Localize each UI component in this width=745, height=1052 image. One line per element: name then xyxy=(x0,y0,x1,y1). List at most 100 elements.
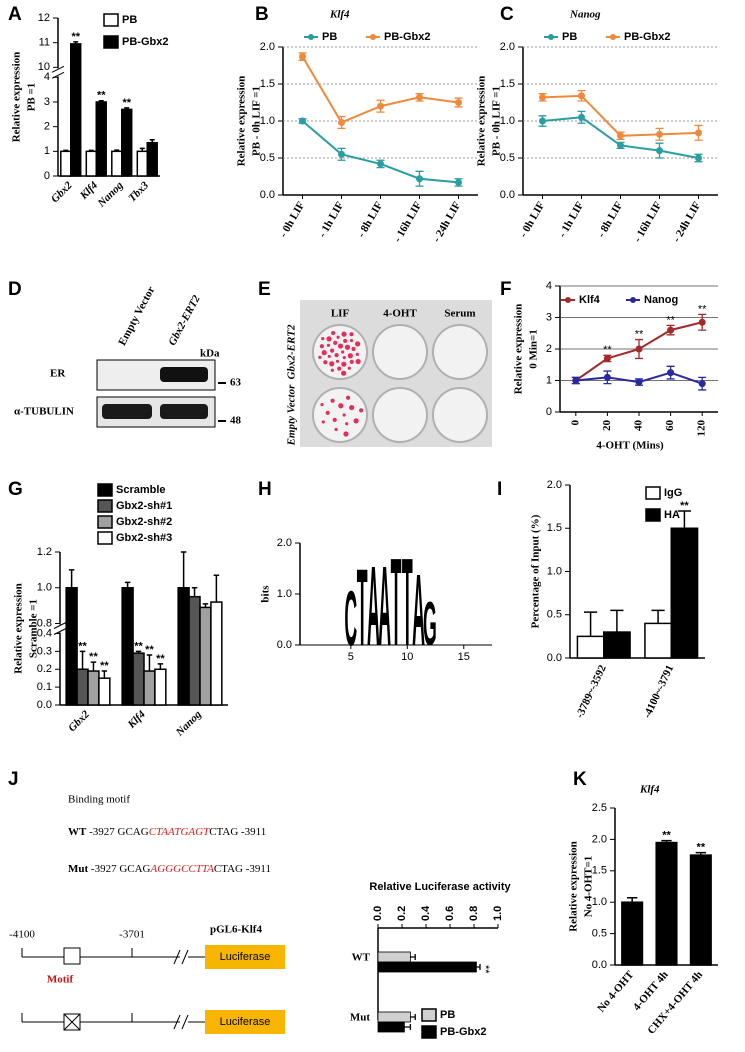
error-bar xyxy=(135,650,142,654)
y-tick-label: 0 xyxy=(546,406,552,418)
colony xyxy=(342,356,346,360)
well xyxy=(432,324,488,380)
y-axis-label: Relative expression xyxy=(476,76,488,167)
band xyxy=(160,367,208,382)
motif-core: AGGGCCTTA xyxy=(150,863,215,875)
colony xyxy=(341,370,347,376)
colony xyxy=(349,404,355,411)
x-tick-label: 0.0 xyxy=(372,906,384,921)
legend-swatch xyxy=(548,34,554,40)
logo-letter: C xyxy=(344,575,357,662)
significance-label: ** xyxy=(145,644,154,656)
point xyxy=(377,160,384,168)
bar xyxy=(143,670,156,706)
logo-letter: A xyxy=(367,544,380,670)
bar xyxy=(621,901,644,966)
bar xyxy=(377,961,477,973)
point xyxy=(416,93,423,101)
bar xyxy=(98,677,111,706)
error-bar xyxy=(90,661,97,672)
x-tick-label: - 0h LIF xyxy=(517,200,547,240)
panel-label: D xyxy=(8,279,22,300)
motif-core: CTAATGAGT xyxy=(149,826,210,838)
point xyxy=(603,373,611,381)
y-axis-label: PB - 0h LIF =1 xyxy=(491,86,503,156)
construct xyxy=(21,945,285,1034)
logo-letter: T xyxy=(357,546,368,669)
point xyxy=(539,93,546,101)
bar xyxy=(655,841,678,966)
error-bar xyxy=(98,100,104,102)
x-tick-label: - 1h LIF xyxy=(316,200,346,240)
motif-end: CTAG -3911 xyxy=(214,863,271,875)
significance-label: ** xyxy=(635,328,644,340)
marker-label: 48 xyxy=(230,415,242,427)
significance-label: ** xyxy=(666,314,675,326)
legend-label: PB-Gbx2 xyxy=(384,31,430,43)
legend-label: IgG xyxy=(664,487,682,499)
colony xyxy=(336,335,340,339)
y-tick-label: 12 xyxy=(38,12,50,24)
colony xyxy=(319,344,324,349)
y-tick-label: 0.0 xyxy=(500,189,515,201)
bar xyxy=(76,668,89,706)
bar xyxy=(132,652,145,706)
y-tick-label: 2 xyxy=(546,343,552,355)
bar xyxy=(121,108,133,177)
row-label: α-TUBULIN xyxy=(14,406,74,418)
bar xyxy=(603,631,631,659)
x-tick-label: 0.6 xyxy=(444,906,456,921)
y-axis-label: Percentage of Input (%) xyxy=(530,514,542,628)
y-tick-label: 1.0 xyxy=(500,115,515,127)
y-axis-label: Relative expression xyxy=(236,76,248,167)
reporter-label: Luciferase xyxy=(220,1016,271,1028)
point xyxy=(455,99,462,106)
error-bar xyxy=(651,609,665,624)
x-tick-label: - 8h LIF xyxy=(355,200,385,240)
legend-label: Gbx2-sh#3 xyxy=(116,532,172,544)
row-label: ER xyxy=(50,368,66,380)
point xyxy=(695,154,702,162)
point xyxy=(377,102,384,110)
logo-letter: T xyxy=(402,532,413,672)
significance-label: ** xyxy=(78,640,87,652)
colony xyxy=(330,398,335,403)
legend-label: Scramble xyxy=(116,484,166,496)
x-tick-label: -3789~-3592 xyxy=(574,663,609,720)
significance-label: ** xyxy=(156,653,165,665)
x-tick-label: - 8h LIF xyxy=(595,200,625,240)
error-bar xyxy=(695,851,706,856)
y-tick-label: 4 xyxy=(44,71,50,83)
legend-swatch xyxy=(421,1008,437,1022)
y-tick-label: 1.0 xyxy=(37,582,52,594)
x-tick-label: - 24h LIF xyxy=(671,200,704,245)
y-axis-label: No 4-OHT=1 xyxy=(583,856,595,918)
y-tick-label: 0.0 xyxy=(37,699,52,711)
point xyxy=(617,141,624,149)
colony xyxy=(342,413,346,417)
point xyxy=(603,354,611,362)
point xyxy=(656,147,663,155)
legend-label: PB xyxy=(562,31,577,43)
x-axis-label: 4-OHT (Mins) xyxy=(596,440,664,452)
y-axis-label: PB - 0h LIF =1 xyxy=(251,86,263,156)
x-tick-label: 20 xyxy=(601,420,613,432)
point xyxy=(338,150,345,158)
motif: Binding motif WT -3927 GCAGCTAATGAGTCTAG… xyxy=(68,794,271,875)
well xyxy=(372,387,428,443)
colony xyxy=(345,395,351,400)
bar xyxy=(85,150,97,177)
colony xyxy=(353,418,359,424)
error-bar xyxy=(101,670,108,679)
bar xyxy=(644,622,672,659)
point xyxy=(635,378,643,386)
marker-label: 63 xyxy=(230,377,242,389)
colony xyxy=(326,343,331,347)
y-tick-label: 0 xyxy=(44,170,50,182)
legend-swatch xyxy=(97,515,113,529)
y-tick-label: 1.5 xyxy=(547,522,562,534)
unit-label: kDa xyxy=(200,348,220,360)
legend-swatch xyxy=(630,297,636,303)
significance-label: ** xyxy=(680,500,689,512)
legend-label: PB-Gbx2 xyxy=(122,36,168,48)
